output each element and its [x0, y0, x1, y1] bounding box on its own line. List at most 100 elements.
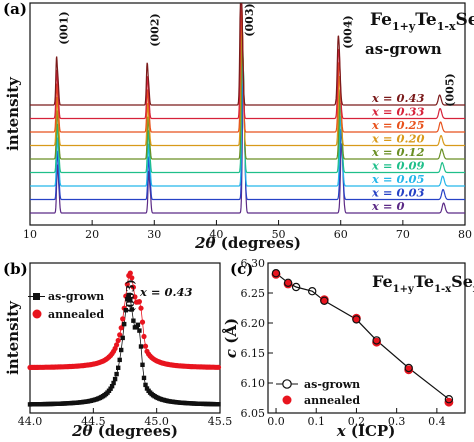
panel-b-xtick-label: 45.0 — [144, 415, 169, 428]
panel-c-annealed-point — [404, 365, 414, 375]
legend-b-annealed-label: annealed — [48, 308, 104, 321]
panel-c-series-group — [271, 269, 454, 407]
panel-c-asgrown-point — [271, 269, 281, 278]
panel-b-annealed-point — [130, 284, 136, 290]
panel-c-title: Fe1+yTe1-xSex — [372, 272, 474, 295]
panel-a-frame — [29, 2, 466, 226]
panel-b-annealed-point — [136, 299, 142, 305]
panel-a-x-ticks: 10 20 30 40 50 60 70 80 — [23, 220, 472, 241]
panel-c-asgrown-point — [291, 282, 301, 292]
panel-a-peak-label: (001) — [57, 11, 70, 44]
legend-c-annealed-label: annealed — [304, 394, 360, 407]
panel-b-annealed-point — [118, 325, 124, 331]
panel-b-annealed-point — [142, 343, 149, 349]
panel-b-asgrown-point — [122, 321, 127, 327]
panel-b-label: (b) — [3, 260, 28, 278]
panel-b-asgrown-point — [117, 357, 122, 363]
panel-c-ytick-label: 6.30 — [241, 257, 266, 270]
panel-a-series-label: x = 0 — [371, 199, 405, 213]
panel-c-label: (c) — [230, 260, 253, 278]
panel-a-series-label: x = 0.33 — [371, 105, 425, 119]
panel-a-trace-2 — [30, 53, 465, 187]
panel-a-xlabel: 2θ (degrees) — [194, 234, 301, 252]
panel-b-asgrown-point — [123, 308, 128, 313]
panel-a-peak-label: (003) — [243, 3, 256, 36]
panel-b-asgrown-point — [143, 382, 148, 388]
panel-a-peak-labels: (001) (002) (003) (004) (005) — [57, 3, 456, 106]
panel-c-frame — [267, 262, 466, 414]
panel-b-asgrown-point — [137, 328, 142, 333]
panel-b-xtick-label: 45.5 — [208, 415, 233, 428]
panel-c-asgrown-point — [444, 395, 454, 404]
panel-a-ylabel: intensity — [4, 76, 22, 151]
panel-b-asgrown-point — [112, 376, 118, 382]
panel-c-xtick-label: 0.3 — [388, 415, 406, 428]
panel-c-ytick-label: 6.05 — [241, 407, 266, 420]
panel-a-trace-7 — [30, 3, 465, 120]
panel-a-series-label: x = 0.25 — [371, 118, 425, 132]
legend-c-asgrown-label: as-grown — [304, 378, 360, 391]
panel-a-series-label: x = 0.43 — [371, 91, 425, 105]
panel-c-asgrown-point — [283, 278, 293, 287]
panel-a-trace-8 — [30, 3, 465, 106]
panel-a-xtick-label: 50 — [272, 228, 286, 241]
panel-a-series-label: x = 0.12 — [371, 145, 425, 159]
panel-c-ylabel: c (Å) — [222, 318, 240, 358]
panel-b-asgrown-point — [129, 307, 134, 312]
panel-c-asgrown-line — [275, 272, 450, 400]
panel-b-asgrown-point — [141, 375, 147, 381]
panel-b-xtick-label: 44.0 — [18, 415, 43, 428]
panel-a-series-label: x = 0.05 — [371, 172, 425, 186]
panel-b-annealed-point — [138, 305, 144, 311]
panel-b-annealed-point — [129, 275, 135, 281]
panel-b-asgrown-point — [135, 322, 141, 327]
panel-a-subtitle: as-grown — [365, 40, 442, 58]
panel-a-xtick-label: 70 — [396, 228, 410, 241]
panel-c-asgrown-point — [372, 336, 381, 345]
panel-b-asgrown-point — [125, 297, 130, 302]
panel-c-xtick-label: 0.4 — [428, 415, 446, 428]
panel-a-trace-4 — [30, 25, 465, 160]
panel-a-xtick-label: 40 — [209, 228, 223, 241]
panel-a-xtick-label: 80 — [458, 228, 472, 241]
panel-a-xtick-label: 30 — [147, 228, 161, 241]
legend-b-asgrown-label: as-grown — [48, 290, 104, 303]
panel-b-annealed-point — [127, 270, 133, 276]
panel-b: (b) intensity 44.0 44.5 45.0 45.5 x = 0.43 … — [3, 260, 232, 440]
panel-b-x-ticks: 44.0 44.5 45.0 45.5 — [18, 408, 233, 428]
panel-a-peak-label: (005) — [443, 73, 456, 106]
panel-c-asgrown-point — [320, 296, 329, 305]
panel-b-frame — [29, 262, 221, 414]
panel-c-ytick-label: 6.15 — [241, 347, 266, 360]
panel-a-trace-3 — [30, 39, 465, 174]
panel-c: (c) c (Å) 0.0 0.1 0.2 0.3 0.4 6.05 6.10 6.15 6.2… — [222, 257, 474, 440]
panel-a-title: Fe1+yTe1-xSex — [370, 10, 474, 33]
panel-b-annealed-point — [139, 319, 146, 325]
panel-b-asgrown-point — [120, 335, 125, 341]
panel-b-series-group — [27, 270, 222, 407]
panel-c-asgrown-point — [352, 315, 361, 324]
panel-c-asgrown-point — [404, 363, 413, 373]
panel-b-xlabel: 2θ (degrees) — [71, 422, 178, 440]
panel-b-asgrown-point — [138, 344, 144, 349]
panel-c-ytick-label: 6.10 — [241, 377, 266, 390]
panel-c-ytick-label: 6.20 — [241, 317, 266, 330]
panel-a-trace-0 — [30, 80, 465, 214]
panel-b-asgrown-point — [108, 386, 113, 391]
panel-b-asgrown-point — [109, 384, 115, 389]
panel-a-series-group — [30, 3, 465, 214]
panel-b-annealed-point — [132, 294, 138, 300]
panel-a-peak-label: (004) — [341, 15, 354, 48]
panel-b-asgrown-point — [119, 347, 124, 353]
panel-a: (a) intensity 10 20 30 40 50 60 70 80 (001) (002… — [3, 0, 474, 252]
panel-c-xtick-label: 0.2 — [348, 415, 366, 428]
panel-c-xtick-label: 0.1 — [307, 415, 325, 428]
panel-b-asgrown-point — [131, 318, 136, 323]
panel-b-annealed-point — [124, 281, 130, 287]
panel-b-annotation: x = 0.43 — [139, 285, 193, 299]
panel-a-label: (a) — [3, 0, 27, 18]
panel-a-trace-6 — [30, 3, 465, 133]
panel-c-legend: as-grown annealed — [276, 378, 360, 407]
panel-a-xtick-label: 20 — [85, 228, 99, 241]
